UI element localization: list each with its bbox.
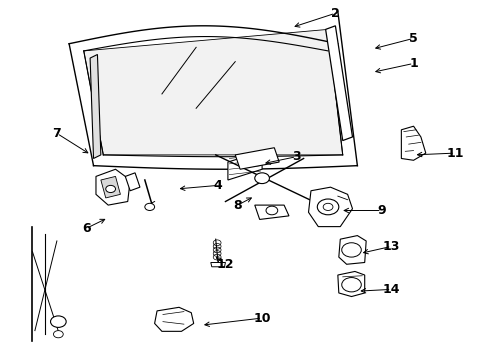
Circle shape bbox=[318, 199, 339, 215]
Polygon shape bbox=[309, 187, 352, 226]
Circle shape bbox=[145, 203, 155, 211]
Text: 8: 8 bbox=[233, 199, 242, 212]
Polygon shape bbox=[101, 176, 121, 198]
Text: 6: 6 bbox=[82, 222, 91, 235]
Text: 5: 5 bbox=[409, 32, 418, 45]
Text: 13: 13 bbox=[383, 240, 400, 253]
Polygon shape bbox=[339, 235, 366, 264]
Circle shape bbox=[342, 243, 361, 257]
Polygon shape bbox=[211, 262, 225, 267]
Polygon shape bbox=[96, 169, 130, 205]
Text: 11: 11 bbox=[446, 147, 464, 159]
Text: 7: 7 bbox=[52, 127, 61, 140]
Text: 2: 2 bbox=[331, 7, 340, 20]
Text: 14: 14 bbox=[383, 283, 400, 296]
Text: 1: 1 bbox=[409, 57, 418, 70]
Text: 10: 10 bbox=[253, 311, 271, 325]
Circle shape bbox=[255, 173, 270, 184]
Text: 9: 9 bbox=[377, 204, 386, 217]
Polygon shape bbox=[401, 126, 426, 160]
Circle shape bbox=[342, 278, 361, 292]
Text: 12: 12 bbox=[217, 258, 234, 271]
Circle shape bbox=[106, 185, 116, 193]
Text: 4: 4 bbox=[214, 179, 222, 192]
Polygon shape bbox=[228, 151, 262, 180]
Text: 3: 3 bbox=[292, 150, 301, 163]
Polygon shape bbox=[90, 54, 101, 158]
Circle shape bbox=[323, 203, 333, 211]
Polygon shape bbox=[155, 307, 194, 331]
Circle shape bbox=[50, 316, 66, 327]
Polygon shape bbox=[326, 26, 352, 140]
Circle shape bbox=[53, 330, 63, 338]
Polygon shape bbox=[255, 205, 289, 220]
Polygon shape bbox=[125, 173, 140, 191]
Polygon shape bbox=[84, 30, 343, 155]
Polygon shape bbox=[338, 271, 365, 297]
Polygon shape bbox=[235, 148, 279, 169]
Circle shape bbox=[266, 206, 278, 215]
